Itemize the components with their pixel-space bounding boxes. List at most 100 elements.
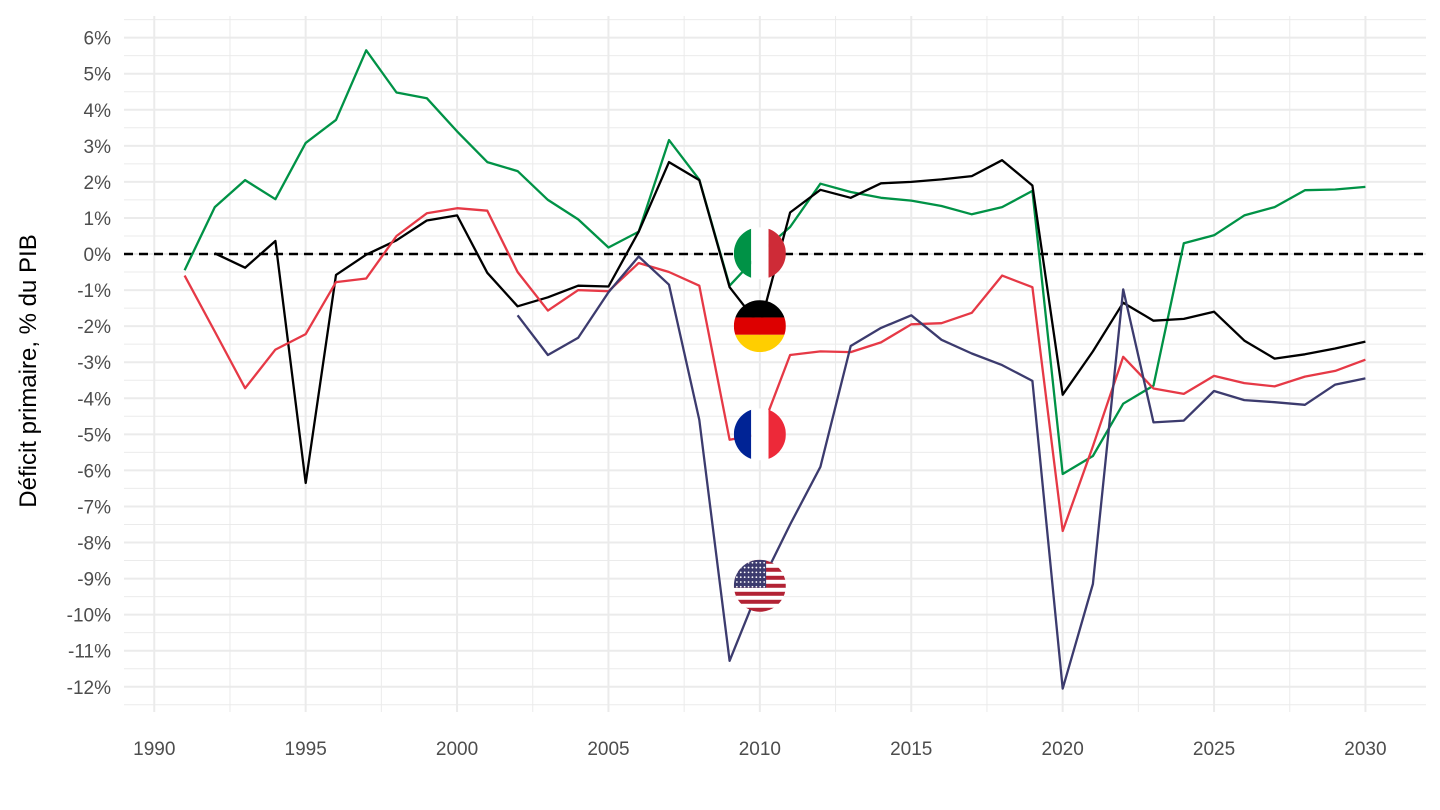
flag-star [755, 566, 758, 569]
flag-star [747, 576, 750, 579]
y-tick-label: -7% [77, 497, 111, 518]
flag-star [735, 585, 738, 588]
x-tick-label: 1990 [133, 739, 175, 760]
y-tick-label: -11% [68, 642, 111, 663]
flag-star [763, 561, 766, 564]
flag-star [743, 581, 746, 583]
flag-star [755, 561, 758, 564]
flag-stripe [768, 227, 786, 280]
y-tick-label: -9% [77, 570, 111, 591]
x-tick-label: 2030 [1344, 739, 1386, 760]
flag-star [747, 581, 750, 583]
flag-stripe [733, 300, 786, 318]
flag-stripe [733, 595, 786, 601]
flag-star [739, 571, 742, 574]
flag-stripe [733, 603, 786, 609]
flag-star [763, 571, 766, 574]
flag-star [747, 561, 750, 564]
flag-stripe [733, 591, 786, 597]
flag-stripe [733, 317, 786, 335]
flag-star [747, 585, 750, 588]
x-tick-label: 2025 [1193, 739, 1235, 760]
usa-flag-icon [733, 559, 786, 612]
flag-star [735, 581, 738, 583]
flag-star [763, 566, 766, 569]
flag-stripe [733, 599, 786, 605]
flag-star [759, 566, 762, 569]
flag-stripe [733, 607, 786, 612]
flag-star [747, 566, 750, 569]
y-tick-label: -1% [77, 281, 111, 302]
flag-star [763, 581, 766, 583]
flag-stripe [733, 408, 752, 461]
y-tick-label: -5% [77, 425, 111, 446]
flag-star [751, 585, 754, 588]
flag-star [743, 585, 746, 588]
france-flag-icon [733, 408, 786, 461]
flag-stripe [733, 334, 786, 353]
y-tick-label: -2% [77, 317, 111, 338]
flag-star [747, 571, 750, 574]
flag-star [763, 576, 766, 579]
x-tick-label: 2000 [436, 739, 478, 760]
series-line-usa [516, 255, 1366, 690]
y-tick-label: 3% [84, 137, 112, 158]
y-tick-label: 5% [84, 65, 112, 86]
flag-stripe [751, 227, 769, 280]
flag-stripe [733, 587, 786, 593]
series-line-germany [214, 159, 1366, 485]
x-tick-label: 1995 [285, 739, 327, 760]
flag-legend [733, 227, 786, 612]
flag-star [739, 581, 742, 583]
x-tick-label: 2015 [890, 739, 932, 760]
flag-star [743, 566, 746, 569]
flag-star [755, 585, 758, 588]
x-tick-label: 2010 [739, 739, 781, 760]
y-tick-label: -3% [77, 353, 111, 374]
flag-star [755, 581, 758, 583]
flag-star [759, 576, 762, 579]
series-line-france [183, 207, 1366, 533]
flag-star [751, 571, 754, 574]
y-tick-label: -4% [77, 389, 111, 410]
flag-star [743, 576, 746, 579]
flag-star [735, 571, 738, 574]
y-tick-label: 6% [84, 29, 112, 50]
flag-star [755, 571, 758, 574]
flag-star [751, 576, 754, 579]
y-tick-label: -6% [77, 461, 111, 482]
flag-star [735, 566, 738, 569]
y-tick-label: -12% [67, 678, 111, 699]
flag-stripe [733, 227, 752, 280]
flag-star [739, 561, 742, 564]
flag-star [759, 585, 762, 588]
flag-canton [733, 559, 767, 588]
y-axis-title: Déficit primaire, % du PIB [15, 234, 42, 507]
grid-lines [124, 16, 1426, 712]
y-tick-label: -8% [77, 534, 111, 555]
x-tick-label: 2020 [1042, 739, 1084, 760]
flag-stripe [751, 408, 769, 461]
italy-flag-icon [733, 227, 786, 280]
flag-star [743, 571, 746, 574]
y-tick-label: 1% [84, 209, 112, 230]
flag-star [759, 561, 762, 564]
y-tick-label: 2% [84, 173, 112, 194]
y-tick-label: 0% [84, 245, 112, 266]
flag-star [755, 576, 758, 579]
y-tick-label: -10% [67, 606, 111, 627]
y-tick-label: 4% [84, 101, 112, 122]
y-axis-ticks: 6% 5% 4% 3% 2% 1% 0% -1% -2% -3% -4% -5% -6% -7% -8% -9… [67, 29, 111, 699]
flag-star [759, 571, 762, 574]
x-axis-ticks: 1990 1995 2000 2005 2010 2015 2020 2025 2030 [133, 739, 1386, 760]
flag-star [751, 561, 754, 564]
flag-star [743, 561, 746, 564]
flag-star [759, 581, 762, 583]
flag-star [739, 566, 742, 569]
flag-star [763, 585, 766, 588]
flag-star [739, 585, 742, 588]
flag-stripe [768, 408, 786, 461]
flag-star [739, 576, 742, 579]
flag-star [735, 576, 738, 579]
germany-flag-icon [733, 300, 786, 353]
